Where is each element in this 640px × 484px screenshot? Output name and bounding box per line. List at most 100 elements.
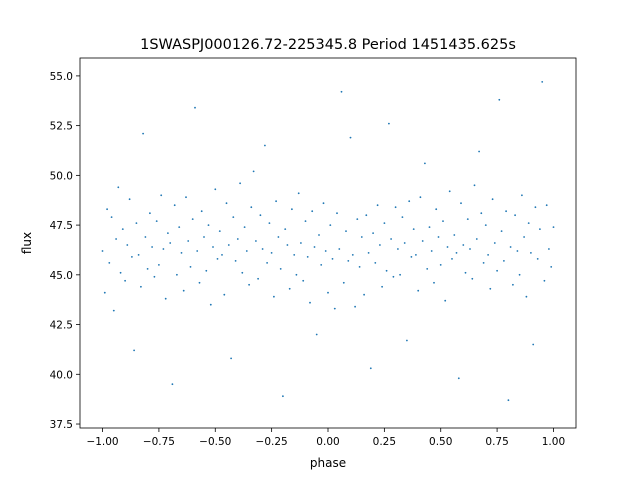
data-point [383, 222, 386, 225]
data-point [128, 198, 131, 201]
data-point [324, 250, 327, 252]
data-point [446, 246, 449, 248]
data-point [471, 277, 474, 280]
data-point [336, 212, 338, 215]
data-point [311, 210, 314, 213]
data-point [284, 228, 287, 231]
y-axis-label: flux [20, 232, 34, 254]
data-point [322, 202, 325, 205]
data-point [516, 250, 519, 252]
data-point [421, 240, 424, 242]
data-point [331, 258, 334, 260]
data-point [268, 222, 271, 225]
data-point [300, 242, 302, 244]
data-point [318, 234, 320, 236]
data-point [349, 136, 352, 139]
data-point [509, 246, 512, 248]
x-tick-label: 1.00 [542, 436, 565, 448]
data-point [225, 202, 228, 205]
y-tick-label: 45.0 [50, 270, 73, 282]
data-point [484, 224, 487, 227]
data-point [194, 106, 196, 109]
data-point [133, 349, 136, 352]
data-point [390, 238, 392, 240]
data-point [376, 204, 379, 207]
data-point [261, 248, 264, 250]
data-point [255, 240, 257, 242]
data-point [248, 283, 251, 286]
data-point [410, 256, 413, 258]
data-points [101, 81, 555, 402]
data-point [293, 254, 296, 256]
x-tick-label: −1.00 [86, 436, 118, 448]
data-point [363, 293, 365, 296]
data-point [191, 218, 194, 221]
data-point [469, 248, 471, 250]
data-point [142, 132, 145, 135]
data-point [543, 279, 546, 282]
data-point [291, 208, 293, 211]
x-axis-label: phase [310, 456, 346, 470]
data-point [493, 242, 496, 244]
data-point [433, 281, 435, 284]
data-point [439, 264, 442, 266]
data-point [525, 295, 528, 298]
data-point [236, 238, 239, 240]
data-point [437, 236, 440, 238]
data-point [178, 226, 181, 229]
data-point [460, 202, 462, 205]
data-point [185, 196, 187, 199]
data-point [512, 283, 514, 286]
data-point [239, 182, 242, 185]
data-point [121, 228, 124, 231]
data-point [340, 90, 343, 93]
data-point [227, 244, 230, 246]
data-point [424, 162, 426, 165]
data-point [419, 196, 422, 199]
y-tick-label: 55.0 [50, 71, 73, 83]
x-tick-label: 0.25 [373, 436, 396, 448]
data-point [430, 250, 433, 252]
y-tick-label: 52.5 [50, 121, 73, 133]
data-point [205, 269, 208, 272]
data-point [381, 285, 383, 288]
data-point [548, 248, 550, 250]
x-tick-label: −0.25 [256, 436, 288, 448]
data-point [505, 210, 507, 213]
data-point [320, 264, 323, 266]
data-point [234, 260, 237, 262]
data-point [327, 291, 329, 294]
y-axis-ticks: 37.5 40.0 42.5 45.0 47.5 50.0 52.5 55.0 [50, 71, 80, 431]
data-point [475, 238, 478, 240]
data-point [221, 254, 223, 256]
data-point [266, 262, 268, 264]
data-point [250, 206, 253, 209]
data-point [550, 266, 553, 268]
data-point [372, 232, 374, 235]
data-point [338, 248, 341, 250]
data-point [115, 238, 117, 240]
data-point [489, 287, 492, 290]
data-point [435, 208, 438, 211]
data-point [464, 271, 467, 274]
data-point [149, 212, 151, 215]
data-point [101, 250, 104, 252]
data-point [351, 254, 354, 256]
data-point [482, 262, 485, 264]
data-point [403, 242, 406, 244]
data-point [137, 254, 140, 256]
data-point [399, 273, 401, 276]
data-point [408, 200, 411, 203]
data-point [241, 271, 244, 274]
data-point [466, 218, 469, 221]
data-point [140, 285, 142, 288]
data-point [302, 279, 305, 282]
data-point [286, 244, 289, 246]
data-point [273, 295, 275, 298]
data-point [214, 188, 217, 191]
data-point [106, 208, 108, 211]
data-point [507, 399, 510, 402]
data-point [117, 186, 120, 189]
data-point [444, 299, 447, 302]
